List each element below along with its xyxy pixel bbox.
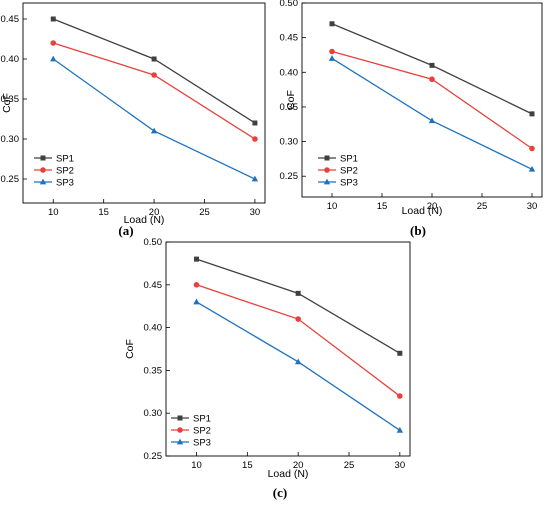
y-tick-label: 0.25 [144, 451, 163, 462]
data-point-sp2 [151, 72, 157, 78]
data-point-sp3 [294, 358, 302, 365]
y-tick-label: 0.35 [280, 102, 299, 113]
x-tick-label: 10 [48, 207, 59, 218]
legend-marker-sp3 [39, 178, 47, 185]
data-point-sp1 [50, 16, 56, 22]
data-point-sp2 [397, 393, 403, 399]
x-tick-label: 15 [377, 201, 388, 212]
plot-frame [22, 2, 266, 204]
panel-label: (c) [273, 485, 287, 500]
x-tick-label: 25 [344, 460, 355, 471]
y-axis-label: CoF [124, 339, 136, 359]
data-point-sp3 [528, 165, 536, 172]
chart-3: 0.25 0.30 0.35 0.40 0.45 0.50 10 15 20 25 30 Load (… [124, 237, 411, 500]
legend-marker-sp3 [176, 438, 184, 445]
x-tick-label: 30 [395, 460, 406, 471]
y-tick-label: 0.30 [280, 137, 299, 148]
data-point-sp3 [428, 117, 436, 124]
y-tick-label: 0.30 [1, 134, 20, 145]
panel-label: (b) [410, 223, 426, 238]
data-point-sp3 [251, 175, 259, 182]
legend-marker-sp3 [323, 178, 331, 185]
y-tick-label: 0.40 [280, 67, 299, 78]
data-point-sp1 [529, 111, 535, 117]
data-point-sp1 [329, 21, 335, 27]
legend-marker-sp2 [324, 167, 330, 173]
data-point-sp3 [150, 127, 158, 134]
y-tick-label: 0.50 [144, 237, 163, 248]
y-tick-label: 0.50 [280, 0, 299, 9]
legend-label-sp2: SP2 [56, 166, 74, 177]
legend-label-sp1: SP1 [340, 154, 358, 165]
legend-marker-sp1 [324, 155, 330, 161]
x-tick-label: 10 [191, 460, 202, 471]
x-tick-label: 15 [98, 207, 109, 218]
chart-1: 0.25 0.30 0.35 0.40 0.45 10 15 20 25 30 Load (N) Co… [1, 2, 266, 238]
y-tick-label: 0.35 [144, 365, 163, 376]
data-point-sp2 [50, 40, 57, 46]
data-point-sp1 [295, 290, 301, 296]
legend-label-sp3: SP3 [56, 178, 74, 189]
data-point-sp2 [529, 145, 535, 152]
x-axis-label: Load (N) [124, 214, 165, 226]
y-tick-label: 0.45 [280, 33, 299, 44]
x-tick-label: 20 [427, 201, 438, 212]
x-tick-label: 15 [242, 460, 253, 471]
y-axis-label: CoF [285, 90, 297, 110]
x-tick-label: 25 [477, 201, 488, 212]
legend-marker-sp1 [177, 415, 183, 421]
data-point-sp3 [396, 426, 404, 433]
y-tick-label: 0.25 [280, 171, 299, 182]
x-tick-label: 20 [149, 207, 160, 218]
y-tick-label: 0.40 [1, 54, 20, 65]
y-axis-label: CoF [1, 93, 13, 113]
data-point-sp3 [193, 298, 200, 305]
x-tick-label: 20 [293, 460, 304, 471]
legend-label-sp2: SP2 [193, 426, 211, 437]
data-point-sp1 [151, 56, 157, 62]
data-point-sp2 [193, 282, 200, 288]
legend-label-sp1: SP1 [56, 154, 74, 165]
data-point-sp1 [252, 120, 258, 126]
plot-frame [165, 241, 411, 457]
y-tick-label: 0.45 [1, 14, 20, 25]
y-tick-label: 0.30 [144, 408, 163, 419]
data-point-sp1 [429, 62, 435, 68]
data-point-sp2 [329, 48, 335, 55]
data-point-sp3 [50, 55, 57, 62]
legend-label-sp2: SP2 [340, 166, 358, 177]
x-tick-label: 10 [327, 201, 338, 212]
y-tick-label: 0.40 [144, 323, 163, 334]
y-tick-label: 0.35 [1, 94, 20, 105]
legend-label-sp3: SP3 [340, 178, 358, 189]
x-axis-label: Load (N) [402, 205, 443, 217]
chart-2: 0.25 0.30 0.35 0.40 0.45 0.50 10 15 20 25 30 Load (… [280, 0, 543, 238]
x-tick-label: 30 [250, 207, 261, 218]
data-point-sp1 [194, 256, 199, 262]
data-point-sp1 [397, 350, 403, 356]
plot-frame [301, 2, 543, 198]
x-axis-label: Load (N) [268, 468, 309, 480]
data-point-sp2 [295, 316, 301, 322]
y-tick-label: 0.45 [144, 280, 163, 291]
legend-marker-sp2 [40, 167, 46, 173]
data-point-sp3 [328, 55, 336, 61]
y-tick-label: 0.25 [1, 174, 20, 185]
panel-label: (a) [118, 223, 133, 238]
legend-marker-sp1 [40, 155, 46, 161]
legend-marker-sp2 [177, 427, 183, 433]
data-point-sp2 [429, 76, 435, 83]
data-point-sp2 [252, 136, 258, 142]
x-tick-label: 25 [199, 207, 210, 218]
legend-label-sp3: SP3 [193, 438, 211, 449]
x-tick-label: 30 [527, 201, 538, 212]
legend-label-sp1: SP1 [193, 414, 211, 425]
